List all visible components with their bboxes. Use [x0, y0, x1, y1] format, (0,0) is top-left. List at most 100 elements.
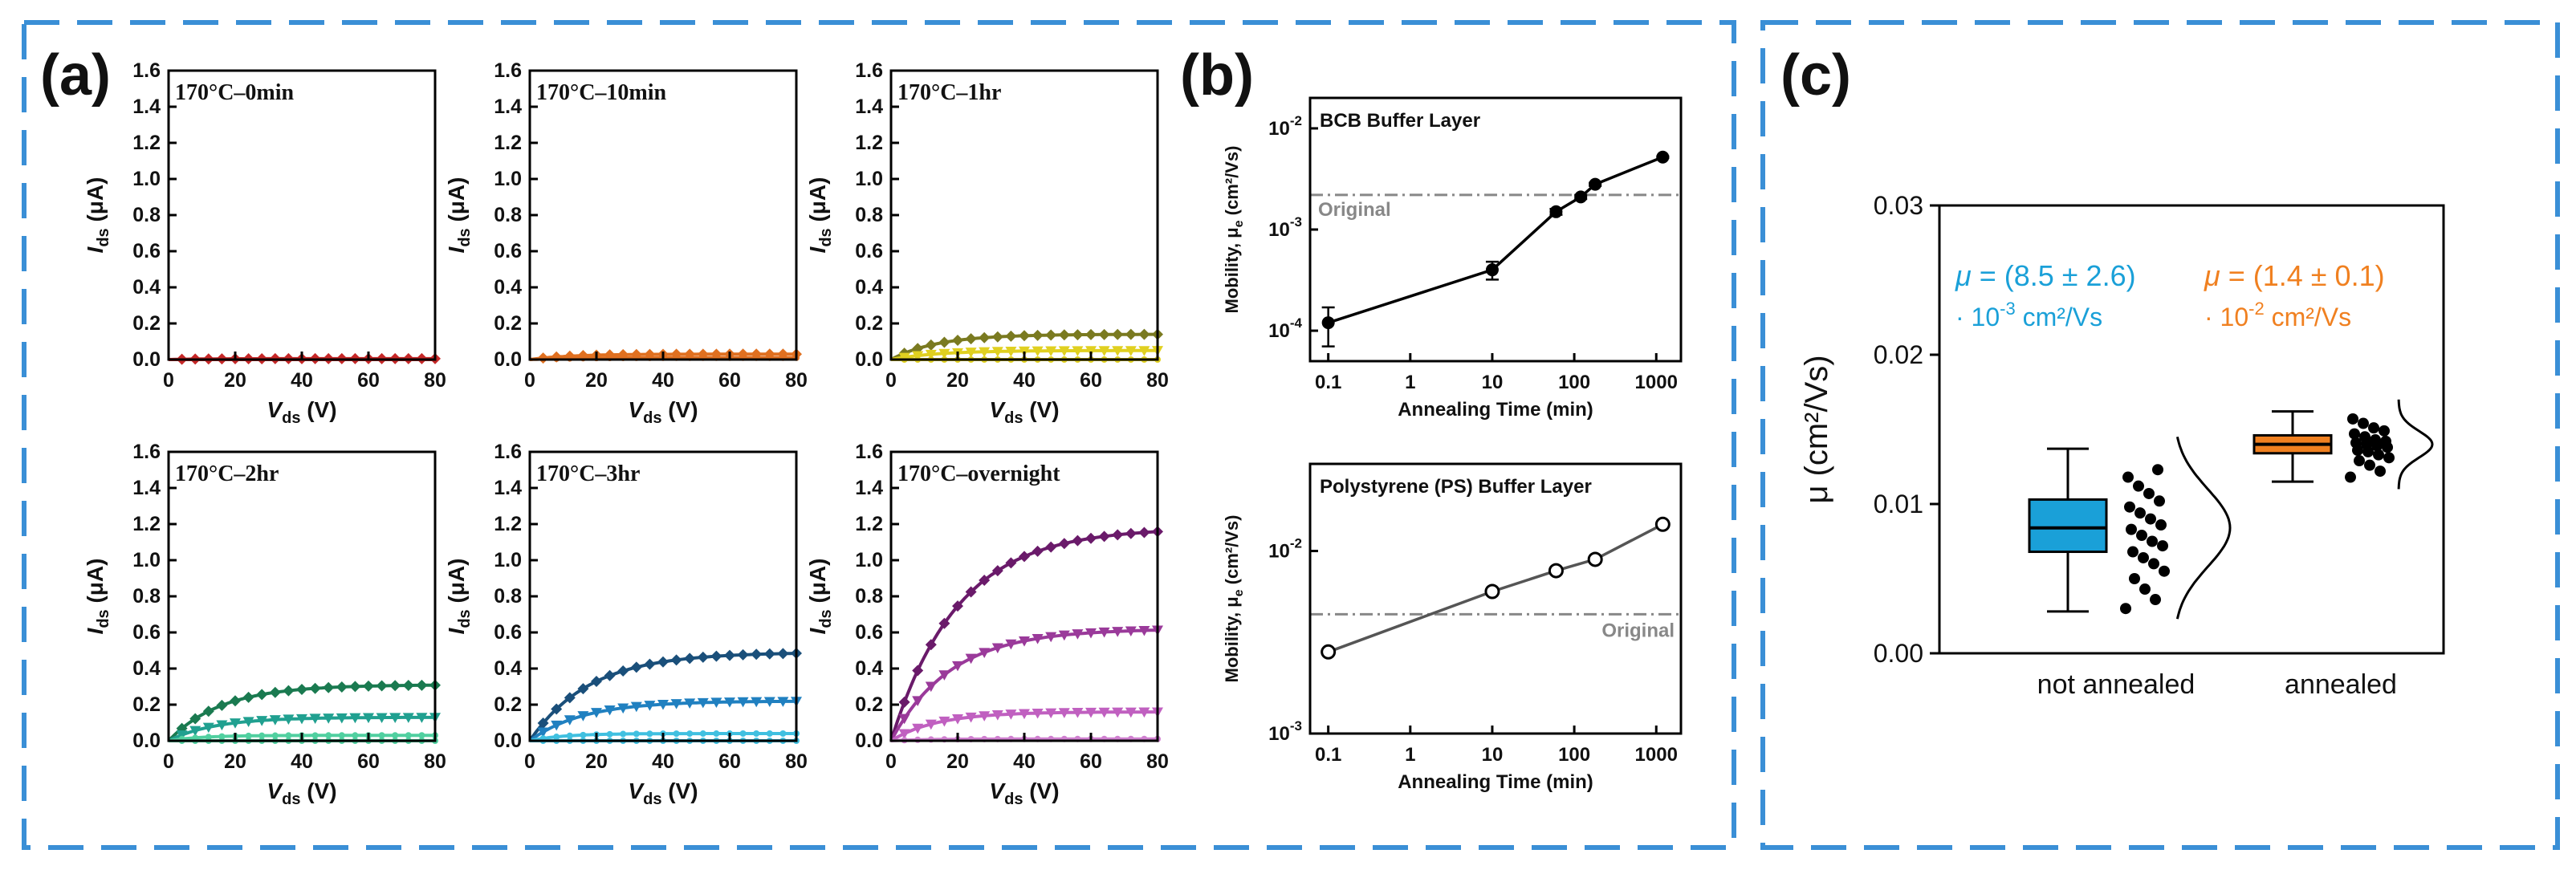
curve-marker	[925, 639, 937, 651]
y-tick-label: 0.0	[132, 348, 161, 371]
x-tick-label: 20	[585, 750, 608, 773]
scatter-point	[2127, 546, 2139, 558]
curve-marker	[751, 648, 763, 661]
scatter-point	[2368, 422, 2379, 434]
curve-marker	[644, 701, 656, 711]
x-tick-label: 1000	[1635, 372, 1678, 393]
curve-marker	[323, 681, 335, 693]
charts-layer: 0.0 0.2 0.4 0.6 0.8 1.0 1.2 1.4 1.6 0 20 40 60 80 170°…	[83, 59, 2445, 808]
curve-marker	[1005, 557, 1017, 569]
curve-marker	[256, 716, 268, 726]
y-tick-label: 10-3	[1268, 718, 1302, 745]
distribution-curve	[2397, 399, 2434, 490]
curve-marker	[991, 331, 1003, 343]
x-axis-label: Vds (V)	[989, 778, 1059, 808]
curve-marker	[363, 713, 374, 724]
curve-marker	[580, 731, 587, 738]
curve-marker	[1125, 707, 1137, 718]
curve-marker	[604, 669, 616, 681]
x-axis-label: Vds (V)	[628, 778, 698, 808]
y-tick-label: 0.4	[855, 657, 883, 680]
x-tick-label: 100	[1558, 744, 1590, 766]
x-tick-label: 60	[1080, 369, 1102, 392]
curve-marker	[630, 661, 642, 673]
curve-marker	[1032, 329, 1044, 341]
curve-marker	[1045, 329, 1057, 341]
x-category-label: not annealed	[2037, 669, 2196, 700]
y-tick-label: 1.6	[132, 441, 161, 463]
curve-marker	[991, 347, 1003, 357]
curve-marker	[296, 713, 307, 725]
curve-marker	[763, 648, 775, 660]
scatter-point	[2375, 465, 2386, 478]
data-point	[1321, 644, 1337, 660]
curve-marker	[285, 732, 292, 739]
frame-left	[22, 20, 1736, 850]
plot-frame	[889, 450, 1159, 742]
curve-marker	[991, 710, 1003, 721]
curve-marker	[644, 658, 656, 670]
scatter-point	[2120, 603, 2131, 615]
curve-marker	[777, 697, 789, 707]
y-tick-label: 0.4	[132, 657, 161, 680]
curve-marker	[1032, 634, 1044, 644]
curve-marker	[646, 730, 653, 738]
curve-marker	[258, 732, 266, 739]
y-tick-label: 1.6	[494, 441, 522, 463]
y-tick-label: 0.8	[855, 585, 883, 608]
curve-marker	[1085, 346, 1097, 356]
x-tick-label: 10	[1482, 372, 1504, 393]
x-tick-label: 80	[785, 369, 808, 392]
curve-marker	[1098, 328, 1110, 340]
y-tick-label: 1.4	[494, 477, 522, 499]
x-axis-label: Annealing Time (min)	[1398, 771, 1593, 793]
curve-marker	[952, 335, 963, 347]
y-tick-label: 0.0	[855, 730, 883, 752]
y-tick-label: 1.4	[855, 96, 883, 118]
curve-marker	[564, 692, 576, 704]
y-tick-label: 0.6	[494, 240, 522, 262]
y-tick-label: 1.2	[494, 132, 522, 154]
scatter-point	[2345, 471, 2356, 483]
y-tick-label: 0.0	[494, 730, 522, 752]
curve-marker	[1032, 545, 1044, 557]
y-tick-label: 1.6	[855, 441, 883, 463]
curve-marker	[617, 703, 629, 714]
curve-marker	[1019, 551, 1030, 563]
curve-marker	[965, 333, 977, 345]
curve-marker	[216, 699, 228, 711]
scatter-point	[2138, 551, 2149, 563]
output-plot-a2: 0.0 0.2 0.4 0.6 0.8 1.0 1.2 1.4 1.6 0 20 40 60 80 170°…	[444, 59, 808, 427]
panel-label-c: (c)	[1780, 43, 1851, 108]
plot-title: 170°C–3hr	[536, 461, 640, 486]
curve-marker	[606, 730, 613, 738]
y-tick-label: 0.6	[132, 621, 161, 644]
scatter-point	[2157, 540, 2168, 552]
x-tick-label: 20	[585, 369, 608, 392]
curve-marker	[697, 651, 709, 663]
x-tick-label: 40	[291, 750, 313, 773]
curve-marker	[1098, 627, 1110, 638]
y-tick-label: 1.0	[132, 549, 161, 571]
data-point	[1574, 190, 1588, 204]
curve-marker	[389, 713, 401, 723]
reference-label: Original	[1318, 199, 1391, 221]
y-tick-label: 1.2	[855, 132, 883, 154]
mobility-plot-b2: Original 0.1 1 10 100 1000 10-3 10-2 Polystyrene…	[1222, 462, 1683, 793]
curve-marker	[633, 730, 640, 738]
scatter-point	[2150, 594, 2161, 606]
y-tick-label: 1.2	[132, 132, 161, 154]
curve-marker	[739, 730, 747, 738]
scatter-point	[2126, 523, 2137, 535]
scatter-point	[2152, 464, 2163, 476]
curve-marker	[952, 661, 963, 672]
box-plot-c1: 0.00 0.01 0.02 0.03 μ (cm²/Vs) not annealed μ …	[1799, 191, 2445, 700]
scatter-point	[2136, 530, 2147, 542]
scatter-point	[2373, 449, 2384, 461]
y-tick-label: 1.4	[132, 96, 161, 118]
scatter-point	[2155, 519, 2167, 531]
x-category-label: annealed	[2285, 669, 2397, 700]
x-tick-label: 20	[224, 369, 246, 392]
y-tick-label: 1.2	[855, 513, 883, 535]
curve-marker	[189, 726, 201, 737]
